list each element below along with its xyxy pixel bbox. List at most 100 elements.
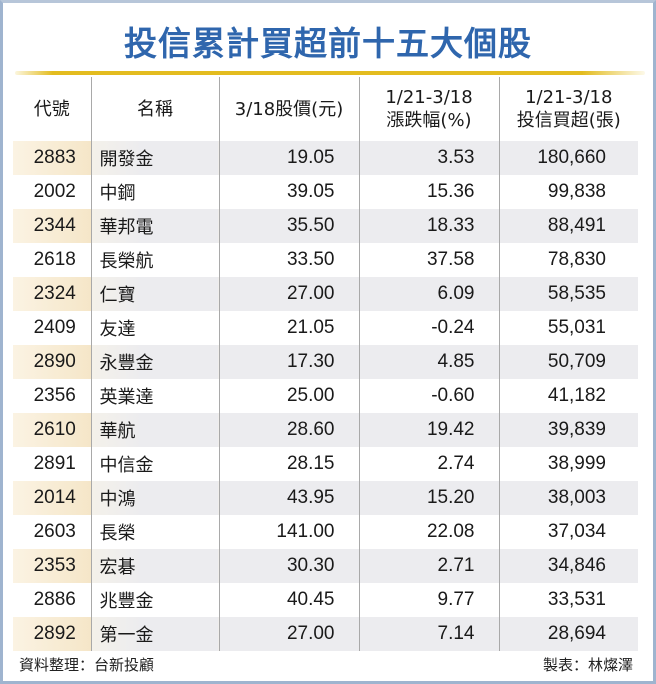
cell-net-buy: 38,003 <box>498 481 638 515</box>
cell-change: 4.85 <box>358 345 499 379</box>
cell-price: 28.15 <box>218 447 359 481</box>
table-header-row: 代號 名稱 3/18股價(元) 1/21-3/18 漲跌幅(%) 1/21-3/1… <box>13 77 638 141</box>
cell-name: 中信金 <box>90 447 219 481</box>
cell-price: 40.45 <box>218 583 359 617</box>
header-price: 3/18股價(元) <box>218 77 359 141</box>
cell-change: -0.60 <box>358 379 499 413</box>
cell-code: 2883 <box>13 141 91 175</box>
table-row: 2892 第一金 27.00 7.14 28,694 <box>13 617 638 651</box>
cell-name: 中鋼 <box>90 175 219 209</box>
cell-change: 22.08 <box>358 515 499 549</box>
table-row: 2014 中鴻 43.95 15.20 38,003 <box>13 481 638 515</box>
table-row: 2886 兆豐金 40.45 9.77 33,531 <box>13 583 638 617</box>
cell-change: 37.58 <box>358 243 499 277</box>
table-row: 2891 中信金 28.15 2.74 38,999 <box>13 447 638 481</box>
header-net-buy: 1/21-3/18 投信買超(張) <box>498 77 638 141</box>
cell-price: 17.30 <box>218 345 359 379</box>
cell-name: 第一金 <box>90 617 219 651</box>
cell-change: 2.74 <box>358 447 499 481</box>
cell-net-buy: 78,830 <box>498 243 638 277</box>
cell-name: 仁寶 <box>90 277 219 311</box>
header-name: 名稱 <box>90 77 219 141</box>
table-row: 2409 友達 21.05 -0.24 55,031 <box>13 311 638 345</box>
cell-change: 19.42 <box>358 413 499 447</box>
cell-price: 141.00 <box>218 515 359 549</box>
cell-price: 33.50 <box>218 243 359 277</box>
cell-code: 2890 <box>13 345 91 379</box>
cell-net-buy: 38,999 <box>498 447 638 481</box>
cell-code: 2886 <box>13 583 91 617</box>
cell-name: 華航 <box>90 413 219 447</box>
cell-net-buy: 88,491 <box>498 209 638 243</box>
cell-code: 2356 <box>13 379 91 413</box>
cell-code: 2409 <box>13 311 91 345</box>
cell-price: 39.05 <box>218 175 359 209</box>
table-row: 2618 長榮航 33.50 37.58 78,830 <box>13 243 638 277</box>
cell-price: 21.05 <box>218 311 359 345</box>
cell-code: 2324 <box>13 277 91 311</box>
cell-name: 長榮航 <box>90 243 219 277</box>
header-change: 1/21-3/18 漲跌幅(%) <box>358 77 499 141</box>
cell-price: 27.00 <box>218 617 359 651</box>
cell-name: 長榮 <box>90 515 219 549</box>
cell-net-buy: 180,660 <box>498 141 638 175</box>
cell-code: 2014 <box>13 481 91 515</box>
cell-net-buy: 28,694 <box>498 617 638 651</box>
cell-net-buy: 41,182 <box>498 379 638 413</box>
cell-change: 18.33 <box>358 209 499 243</box>
cell-name: 華邦電 <box>90 209 219 243</box>
page-title: 投信累計買超前十五大個股 <box>124 24 532 63</box>
cell-price: 43.95 <box>218 481 359 515</box>
cell-change: 7.14 <box>358 617 499 651</box>
cell-change: 6.09 <box>358 277 499 311</box>
cell-change: 2.71 <box>358 549 499 583</box>
title-divider <box>15 71 645 75</box>
table-row: 2610 華航 28.60 19.42 39,839 <box>13 413 638 447</box>
stock-table: 代號 名稱 3/18股價(元) 1/21-3/18 漲跌幅(%) 1/21-3/1… <box>13 77 638 651</box>
table-row: 2356 英業達 25.00 -0.60 41,182 <box>13 379 638 413</box>
cell-change: 15.36 <box>358 175 499 209</box>
cell-net-buy: 39,839 <box>498 413 638 447</box>
header-code: 代號 <box>33 98 70 120</box>
source-note: 資料整理：台新投顧 <box>19 656 155 674</box>
table-row: 2344 華邦電 35.50 18.33 88,491 <box>13 209 638 243</box>
table-row: 2324 仁寶 27.00 6.09 58,535 <box>13 277 638 311</box>
cell-code: 2353 <box>13 549 91 583</box>
cell-name: 永豐金 <box>90 345 219 379</box>
table-row: 2603 長榮 141.00 22.08 37,034 <box>13 515 638 549</box>
cell-code: 2892 <box>13 617 91 651</box>
cell-net-buy: 99,838 <box>498 175 638 209</box>
cell-code: 2344 <box>13 209 91 243</box>
cell-net-buy: 55,031 <box>498 311 638 345</box>
table-row: 2883 開發金 19.05 3.53 180,660 <box>13 141 638 175</box>
cell-name: 友達 <box>90 311 219 345</box>
table-row: 2890 永豐金 17.30 4.85 50,709 <box>13 345 638 379</box>
cell-name: 中鴻 <box>90 481 219 515</box>
cell-net-buy: 58,535 <box>498 277 638 311</box>
cell-name: 英業達 <box>90 379 219 413</box>
cell-name: 宏碁 <box>90 549 219 583</box>
cell-change: -0.24 <box>358 311 499 345</box>
cell-name: 開發金 <box>90 141 219 175</box>
cell-net-buy: 33,531 <box>498 583 638 617</box>
cell-code: 2610 <box>13 413 91 447</box>
table-row: 2353 宏碁 30.30 2.71 34,846 <box>13 549 638 583</box>
cell-name: 兆豐金 <box>90 583 219 617</box>
cell-price: 35.50 <box>218 209 359 243</box>
cell-net-buy: 37,034 <box>498 515 638 549</box>
cell-price: 27.00 <box>218 277 359 311</box>
table-row: 2002 中鋼 39.05 15.36 99,838 <box>13 175 638 209</box>
cell-code: 2891 <box>13 447 91 481</box>
cell-change: 15.20 <box>358 481 499 515</box>
cell-code: 2618 <box>13 243 91 277</box>
cell-price: 28.60 <box>218 413 359 447</box>
author-note: 製表：林燦澤 <box>542 656 633 674</box>
cell-change: 9.77 <box>358 583 499 617</box>
cell-code: 2002 <box>13 175 91 209</box>
cell-net-buy: 34,846 <box>498 549 638 583</box>
cell-price: 19.05 <box>218 141 359 175</box>
cell-change: 3.53 <box>358 141 499 175</box>
cell-price: 25.00 <box>218 379 359 413</box>
cell-price: 30.30 <box>218 549 359 583</box>
